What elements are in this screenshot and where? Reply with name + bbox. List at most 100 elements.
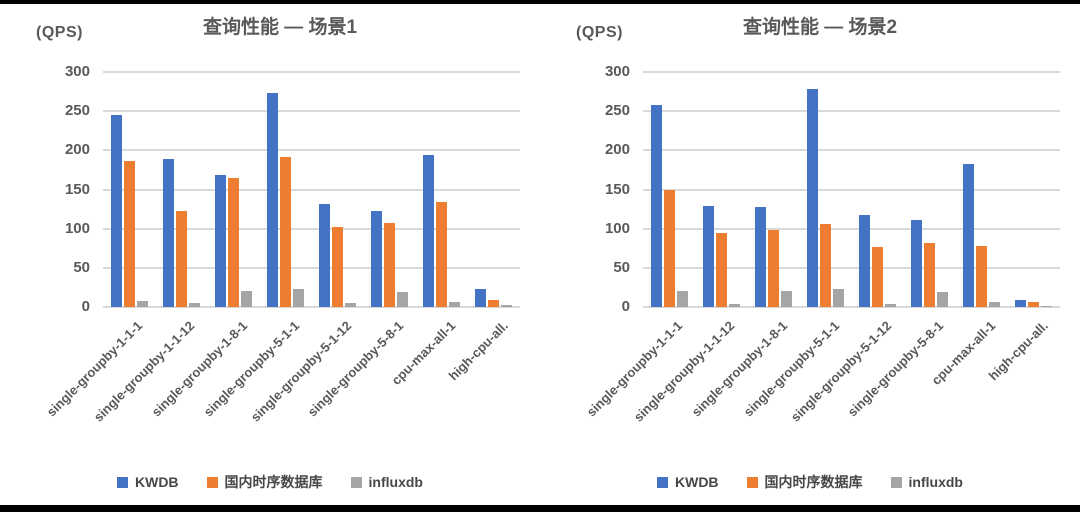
bar-KWDB-single-groupby-5-1-12: [319, 204, 331, 307]
legend-label: 国内时序数据库: [224, 474, 323, 490]
gridline-y150: [103, 188, 520, 191]
bar-国内时序数据库-single-groupby-5-1-12: [872, 247, 884, 307]
legend-swatch-icon: [746, 476, 758, 488]
bar-influxdb-cpu-max-all-1: [449, 301, 461, 307]
gridline-y250: [103, 110, 520, 113]
x-tick-label: single-groupby-1-1-12: [631, 318, 738, 425]
legend-swatch-icon: [117, 476, 128, 488]
bar-国内时序数据库-high-cpu-all.: [1028, 301, 1040, 307]
gridline-y200: [103, 149, 520, 152]
y-tick-label: 250: [604, 102, 630, 120]
bar-influxdb-single-groupby-1-8-1: [240, 291, 252, 307]
y-tick-label: 150: [64, 180, 90, 198]
legend-label: 国内时序数据库: [764, 474, 863, 490]
y-tick-label: 200: [604, 141, 630, 159]
plot-area: 0 50 100 150 200 250 300 single-groupby-1-1-1 si…: [44, 63, 520, 425]
chart-scene2: (QPS) 查询性能 — 场景2 0 50 100 150 200 250 300 singl…: [540, 0, 1080, 512]
bar-国内时序数据库-single-groupby-1-8-1: [767, 230, 779, 307]
gridline-y0: [643, 306, 1060, 308]
legend: KWDB 国内时序数据库 influxdb: [540, 472, 1080, 492]
plot-area: 0 50 100 150 200 250 300 single-groupby-1-1-1 si…: [540, 0, 1080, 512]
bar-influxdb-single-groupby-1-8-1: [780, 291, 792, 307]
bar-influxdb-single-groupby-5-1-1: [832, 288, 844, 307]
x-tick-label: single-groupby-5-8-1: [304, 318, 407, 420]
bar-KWDB-high-cpu-all.: [475, 288, 487, 307]
legend-swatch-icon: [890, 476, 902, 488]
legend-item-KWDB: KWDB: [117, 474, 179, 490]
chart-title: 查询性能 — 场景1: [202, 17, 358, 38]
bar-国内时序数据库-single-groupby-1-1-1: [663, 189, 675, 307]
chart-title: 查询性能 — 场景2: [742, 17, 898, 38]
bar-国内时序数据库-cpu-max-all-1: [976, 245, 988, 307]
y-axis-unit-label: (QPS): [576, 24, 623, 41]
x-tick-label: single-groupby-5-1-1: [740, 318, 843, 420]
bar-KWDB-single-groupby-1-8-1: [754, 206, 766, 307]
y-tick-label: 0: [81, 298, 90, 315]
bar-influxdb-single-groupby-5-8-1: [937, 292, 949, 307]
y-tick-label: 50: [73, 258, 90, 276]
bar-国内时序数据库-single-groupby-5-8-1: [384, 223, 396, 307]
bar-KWDB-single-groupby-1-1-12: [702, 205, 714, 307]
x-tick-label: single-groupby-1-1-1: [44, 318, 146, 420]
legend-label: KWDB: [675, 474, 719, 490]
bar-KWDB-single-groupby-1-1-12: [162, 158, 174, 307]
x-tick-label: single-groupby-1-8-1: [688, 318, 790, 420]
bar-国内时序数据库-single-groupby-1-1-12: [175, 211, 187, 307]
bar-国内时序数据库-single-groupby-5-1-1: [819, 223, 831, 307]
x-tick-label: single-groupby-1-1-12: [91, 318, 198, 425]
gridline-y100: [103, 227, 520, 230]
bottom-border-strip: [0, 505, 1080, 512]
x-tick-label: single-groupby-1-8-1: [148, 318, 250, 420]
gridline-y0: [103, 306, 520, 308]
legend-item-influxdb: influxdb: [350, 474, 423, 490]
gridline-y300: [103, 71, 520, 73]
legend-item-国内时序数据库: 国内时序数据库: [746, 472, 863, 492]
y-tick-label: 50: [613, 258, 630, 276]
legend-item-国内时序数据库: 国内时序数据库: [206, 472, 323, 492]
legend-item-KWDB: KWDB: [657, 474, 719, 490]
bar-国内时序数据库-single-groupby-5-1-12: [332, 227, 344, 307]
chart-scene1: (QPS) 查询性能 — 场景1 0 50 100 150 200 250 300 singl…: [0, 17, 540, 492]
bar-KWDB-single-groupby-5-1-1: [266, 93, 278, 307]
x-tick-label: single-groupby-1-1-1: [584, 318, 686, 420]
bar-influxdb-single-groupby-1-1-12: [728, 303, 740, 307]
bar-influxdb-single-groupby-1-1-12: [188, 303, 200, 307]
y-tick-label: 250: [64, 102, 90, 120]
x-tick-label: single-groupby-5-1-1: [200, 318, 303, 420]
bar-KWDB-single-groupby-5-1-1: [806, 89, 818, 307]
legend: KWDB 国内时序数据库 influxdb: [0, 472, 540, 492]
y-tick-label: 0: [621, 298, 630, 315]
bar-国内时序数据库-single-groupby-1-1-12: [715, 233, 727, 307]
legend-label: influxdb: [368, 474, 423, 490]
bar-influxdb-single-groupby-5-1-12: [885, 303, 897, 307]
bar-influxdb-high-cpu-all.: [501, 305, 513, 307]
bar-KWDB-single-groupby-1-1-1: [650, 104, 662, 307]
legend-label: influxdb: [908, 474, 963, 490]
y-axis-unit-label: (QPS): [36, 24, 83, 41]
gridline-y50: [103, 266, 520, 269]
bar-influxdb-single-groupby-5-1-12: [345, 303, 357, 307]
y-tick-label: 100: [604, 219, 630, 237]
bar-国内时序数据库-cpu-max-all-1: [436, 202, 448, 307]
bar-国内时序数据库-single-groupby-5-8-1: [924, 242, 936, 307]
gridline-y250: [643, 110, 1060, 113]
x-tick-label: single-groupby-5-1-12: [247, 318, 355, 425]
legend-swatch-icon: [657, 476, 668, 488]
bar-KWDB-cpu-max-all-1: [963, 163, 975, 307]
bar-influxdb-single-groupby-5-8-1: [397, 292, 409, 307]
gridline-y100: [643, 227, 1060, 230]
x-tick-label: single-groupby-5-8-1: [844, 318, 947, 420]
y-tick-label: 150: [604, 180, 630, 198]
legend-item-influxdb: influxdb: [890, 474, 963, 490]
y-tick-label: 100: [64, 219, 90, 237]
bar-influxdb-single-groupby-1-1-1: [136, 300, 148, 307]
gridline-y150: [643, 188, 1060, 191]
y-tick-label: 300: [64, 63, 90, 80]
bar-influxdb-single-groupby-1-1-1: [676, 291, 688, 307]
bar-influxdb-high-cpu-all.: [1041, 306, 1053, 307]
bar-KWDB-single-groupby-1-1-1: [110, 115, 122, 307]
gridline-y200: [643, 149, 1060, 152]
bar-KWDB-high-cpu-all.: [1015, 299, 1027, 307]
gridline-y50: [643, 266, 1060, 269]
